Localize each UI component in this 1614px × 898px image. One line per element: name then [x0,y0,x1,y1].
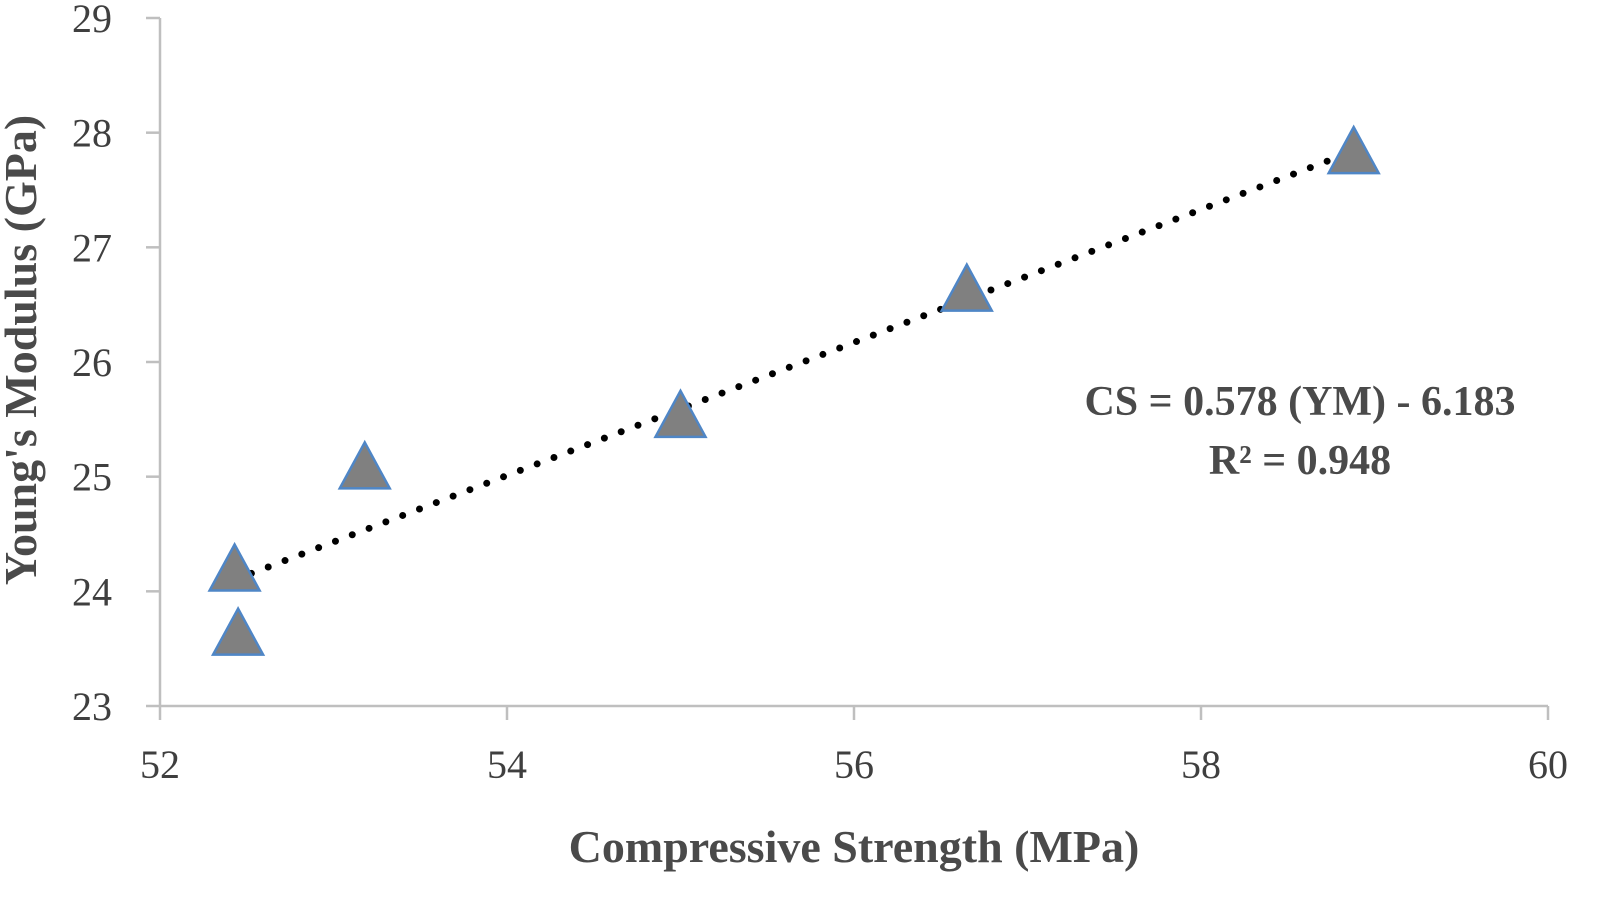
x-tick-label: 54 [487,742,527,787]
x-tick-label: 52 [140,742,180,787]
y-tick-label: 23 [72,684,112,729]
y-axis-ticks: 23 24 25 26 27 28 29 [72,0,160,729]
y-tick-label: 26 [72,340,112,385]
y-tick-label: 24 [72,569,112,614]
trendline-path [231,147,1358,584]
data-point-triangle [1326,124,1381,175]
y-tick-label: 27 [72,225,112,270]
data-point-triangle [210,606,266,656]
data-point-triangle [939,262,994,312]
data-point-triangle [337,439,392,490]
y-tick-label: 29 [72,0,112,41]
y-tick-label: 25 [72,455,112,500]
data-point-triangle [207,541,262,592]
y-axis-title: Young's Modulus (GPa) [0,115,46,585]
r-squared-label: R² = 0.948 [1209,438,1391,484]
data-points [207,124,1381,656]
data-point-triangle [653,388,708,439]
x-tick-label: 56 [834,742,874,787]
x-tick-label: 60 [1528,742,1568,787]
y-tick-label: 28 [72,111,112,156]
regression-equation: CS = 0.578 (YM) - 6.183 [1084,379,1515,425]
axes [158,18,1548,708]
x-tick-label: 58 [1181,742,1221,787]
x-axis-title: Compressive Strength (MPa) [569,821,1140,872]
x-axis-ticks: 52 54 56 58 60 [140,706,1568,787]
trendline [231,147,1358,584]
